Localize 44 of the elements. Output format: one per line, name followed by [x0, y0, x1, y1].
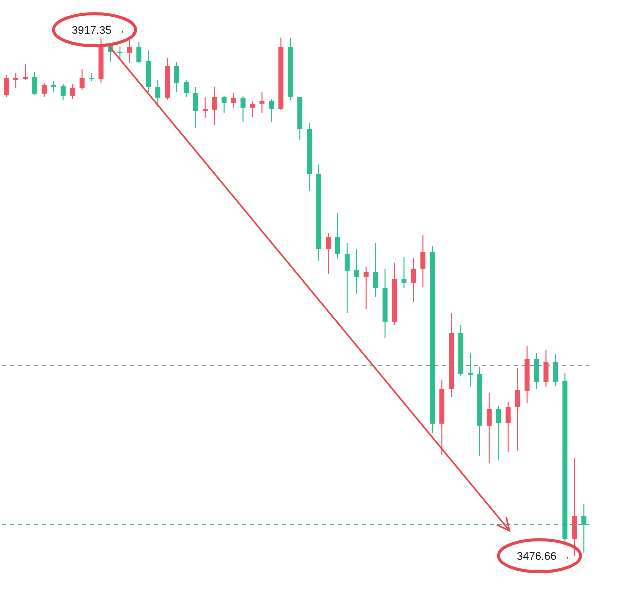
- candlestick: [411, 257, 416, 303]
- candlestick: [572, 457, 578, 556]
- candlestick: [544, 349, 549, 388]
- candlestick: [515, 367, 520, 452]
- candlestick: [420, 234, 426, 288]
- candlestick: [468, 352, 473, 388]
- candlestick: [23, 64, 28, 81]
- candlestick: [80, 68, 85, 91]
- candlestick: [402, 256, 407, 289]
- candlestick: [534, 352, 540, 390]
- candlestick: [193, 86, 198, 128]
- candlestick: [354, 248, 360, 295]
- candlestick: [32, 72, 38, 96]
- candlestick: [373, 242, 378, 298]
- candlestick: [42, 82, 47, 98]
- candlestick: [260, 92, 265, 114]
- candlestick: [344, 242, 350, 314]
- candlestick: [4, 74, 10, 98]
- candlestick: [174, 62, 180, 93]
- candlestick: [335, 212, 340, 260]
- candlestick: [222, 95, 227, 114]
- candlestick: [582, 504, 587, 554]
- candlestick: [14, 72, 19, 89]
- candlestick: [250, 100, 256, 118]
- candlestick: [156, 80, 161, 108]
- candlestick: [269, 98, 274, 122]
- candlestick: [118, 46, 123, 61]
- candlestick: [553, 353, 558, 387]
- candlestick: [364, 266, 369, 310]
- candlestick: [240, 95, 246, 122]
- candlestick: [506, 402, 511, 452]
- candlestick: [202, 96, 208, 118]
- candlestick: [136, 42, 142, 64]
- annotation: 3917.35 →: [72, 24, 126, 37]
- candlestick: [70, 84, 76, 100]
- candlestick: [486, 392, 492, 464]
- candlestick: [60, 84, 66, 100]
- candlestick: [496, 406, 502, 460]
- candlestick: [184, 80, 189, 98]
- candlestick: [231, 92, 236, 108]
- candlestick: [326, 232, 331, 275]
- candlestick: [51, 80, 56, 93]
- annotation: 3476.66 →: [516, 550, 571, 563]
- candlestick: [212, 86, 218, 126]
